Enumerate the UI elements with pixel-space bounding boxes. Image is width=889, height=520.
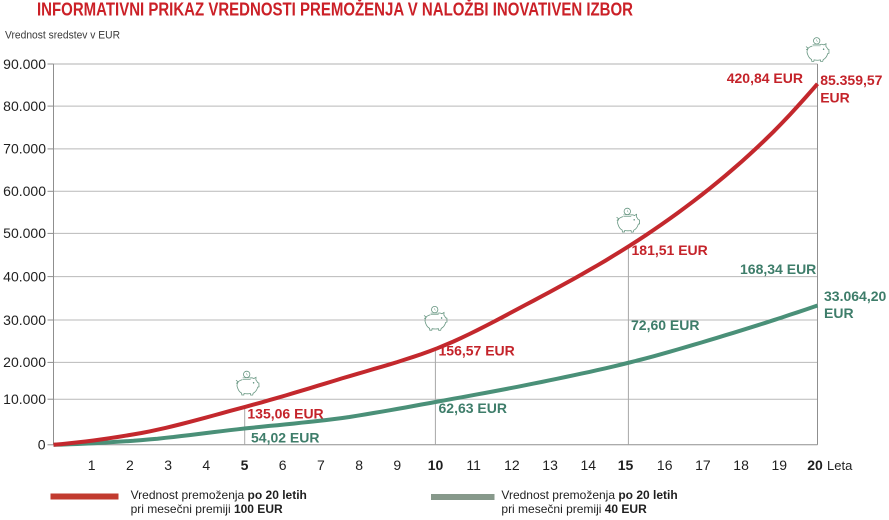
svg-text:EUR: EUR [820, 90, 850, 106]
svg-text:pri mesečni premiji 40 EUR: pri mesečni premiji 40 EUR [501, 502, 647, 516]
svg-text:62,63 EUR: 62,63 EUR [439, 400, 507, 416]
svg-text:168,34 EUR: 168,34 EUR [740, 261, 816, 277]
svg-text:6: 6 [279, 457, 287, 473]
svg-text:9: 9 [393, 457, 401, 473]
svg-text:90.000: 90.000 [3, 56, 46, 72]
svg-text:420,84 EUR: 420,84 EUR [727, 70, 803, 86]
svg-text:50.000: 50.000 [3, 225, 46, 241]
svg-text:19: 19 [772, 457, 788, 473]
svg-text:pri mesečni premiji 100 EUR: pri mesečni premiji 100 EUR [131, 502, 283, 516]
svg-text:7: 7 [317, 457, 325, 473]
svg-text:40.000: 40.000 [3, 268, 46, 284]
svg-text:33.064,20: 33.064,20 [824, 288, 886, 304]
svg-text:EUR: EUR [824, 305, 854, 321]
svg-text:85.359,57: 85.359,57 [820, 72, 882, 88]
svg-text:20.000: 20.000 [3, 354, 46, 370]
svg-text:30.000: 30.000 [3, 312, 46, 328]
svg-text:10.000: 10.000 [3, 391, 46, 407]
svg-text:INFORMATIVNI PRIKAZ VREDNOSTI: INFORMATIVNI PRIKAZ VREDNOSTI PREMOŽENJA… [37, 0, 633, 20]
svg-text:2: 2 [126, 457, 134, 473]
svg-text:Vrednost sredstev v EUR: Vrednost sredstev v EUR [5, 30, 120, 42]
svg-text:3: 3 [164, 457, 172, 473]
svg-text:20: 20 [807, 457, 823, 473]
svg-text:Vrednost premoženja po 20 leti: Vrednost premoženja po 20 letih [501, 488, 677, 502]
svg-text:11: 11 [466, 457, 481, 473]
svg-text:15: 15 [618, 457, 634, 473]
svg-text:135,06 EUR: 135,06 EUR [247, 406, 323, 422]
svg-text:13: 13 [542, 457, 558, 473]
svg-text:10: 10 [428, 457, 444, 473]
svg-text:14: 14 [581, 457, 597, 473]
svg-text:Leta: Leta [827, 458, 853, 473]
svg-text:5: 5 [241, 457, 249, 473]
svg-text:8: 8 [355, 457, 363, 473]
svg-text:1: 1 [88, 457, 96, 473]
svg-text:70.000: 70.000 [3, 141, 46, 157]
svg-text:0: 0 [38, 437, 46, 453]
svg-text:181,51 EUR: 181,51 EUR [632, 242, 708, 258]
svg-text:16: 16 [657, 457, 673, 473]
svg-text:18: 18 [733, 457, 749, 473]
svg-text:80.000: 80.000 [3, 98, 46, 114]
svg-text:4: 4 [202, 457, 210, 473]
svg-text:Vrednost premoženja po 20 leti: Vrednost premoženja po 20 letih [131, 488, 307, 502]
svg-text:60.000: 60.000 [3, 183, 46, 199]
svg-text:72,60 EUR: 72,60 EUR [631, 317, 699, 333]
svg-text:54,02 EUR: 54,02 EUR [251, 430, 319, 446]
svg-text:156,57 EUR: 156,57 EUR [439, 343, 515, 359]
svg-text:17: 17 [695, 457, 711, 473]
svg-text:12: 12 [504, 457, 520, 473]
